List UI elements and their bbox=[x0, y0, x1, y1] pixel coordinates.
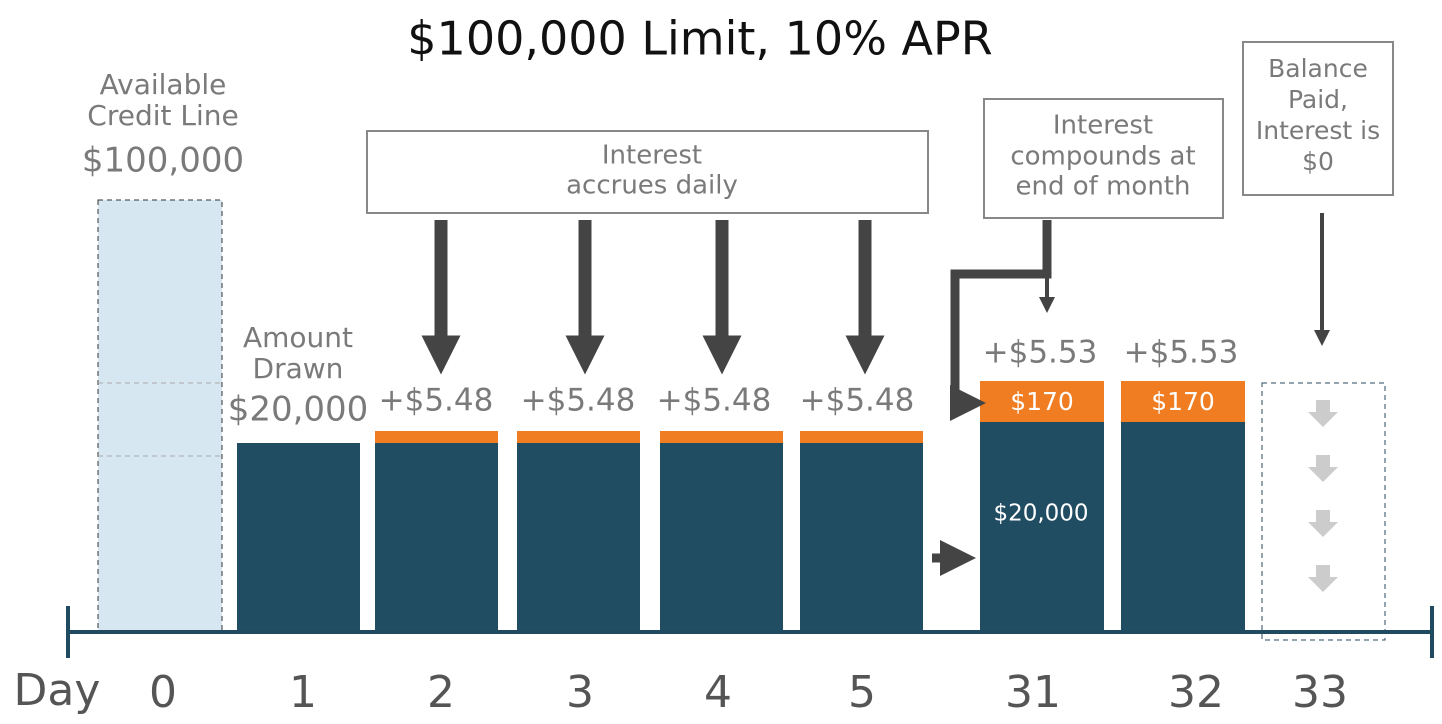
down-arrow bbox=[1308, 455, 1338, 482]
compounded: $170 bbox=[1010, 387, 1074, 416]
callout-text: Interest bbox=[1053, 111, 1153, 141]
compound-arrow bbox=[950, 220, 1052, 421]
day-label: 4 bbox=[704, 667, 732, 718]
title: $100,000 Limit, 10% APR bbox=[407, 12, 992, 66]
paid-box bbox=[1261, 382, 1386, 641]
bar bbox=[375, 443, 498, 632]
month-interest: +$5.53 bbox=[1124, 335, 1239, 371]
callouts bbox=[366, 41, 1394, 219]
credit-label: Available bbox=[100, 68, 227, 101]
day-labels: Day 0 1 2 3 4 5 31 32 33 bbox=[14, 665, 1348, 718]
daily-interest: +$5.48 bbox=[800, 383, 915, 419]
interest-segment bbox=[800, 431, 923, 443]
day-label: 1 bbox=[289, 667, 317, 718]
callout-text: Paid, bbox=[1288, 85, 1348, 114]
daily-interest: +$5.48 bbox=[379, 383, 494, 419]
down-arrow bbox=[1308, 565, 1338, 592]
day-label: 3 bbox=[566, 667, 594, 718]
bar bbox=[237, 443, 360, 632]
axis-label: Day bbox=[14, 665, 101, 716]
credit-label: Credit Line bbox=[87, 99, 238, 132]
credit-box bbox=[97, 199, 223, 633]
paid-arrows bbox=[1308, 400, 1338, 592]
daily-interest: +$5.48 bbox=[657, 383, 772, 419]
drawn-label: Drawn bbox=[253, 352, 344, 385]
bar bbox=[800, 443, 923, 632]
callout-text: accrues daily bbox=[566, 171, 738, 201]
interest-segment bbox=[1121, 381, 1245, 422]
bars bbox=[237, 422, 1245, 632]
down-arrow bbox=[1308, 510, 1338, 537]
principal: $20,000 bbox=[993, 501, 1088, 527]
day-label: 2 bbox=[427, 667, 455, 718]
callout-text: Balance bbox=[1268, 54, 1368, 83]
day-label: 5 bbox=[848, 667, 876, 718]
callout-text: end of month bbox=[1016, 172, 1191, 202]
day-label: 32 bbox=[1168, 667, 1224, 718]
interest-segment bbox=[517, 431, 640, 443]
callout-box bbox=[983, 98, 1224, 219]
down-arrow bbox=[1308, 400, 1338, 427]
compounded: $170 bbox=[1151, 387, 1215, 416]
labels: Available Credit Line $100,000 Amount Dr… bbox=[82, 54, 1380, 527]
bar bbox=[660, 443, 783, 632]
axis bbox=[66, 606, 1434, 658]
callout-text: $0 bbox=[1302, 147, 1334, 176]
drawn-label: Amount bbox=[243, 321, 353, 354]
interest-segment bbox=[660, 431, 783, 443]
interest-segment bbox=[980, 381, 1104, 422]
credit-amount: $100,000 bbox=[82, 141, 244, 181]
daily-interest: +$5.48 bbox=[521, 383, 636, 419]
month-interest: +$5.53 bbox=[983, 335, 1098, 371]
drawn-amount: $20,000 bbox=[228, 390, 369, 430]
day-label: 31 bbox=[1005, 667, 1061, 718]
interest-segment bbox=[375, 431, 498, 443]
callout-text: compounds at bbox=[1010, 142, 1195, 172]
callout-box bbox=[366, 130, 929, 214]
bar bbox=[517, 443, 640, 632]
interest-segments bbox=[375, 381, 1245, 443]
callout-box bbox=[1242, 41, 1394, 196]
day-label: 0 bbox=[149, 667, 177, 718]
arrows bbox=[421, 213, 1330, 576]
bar bbox=[1121, 422, 1245, 632]
day-label: 33 bbox=[1292, 667, 1348, 718]
callout-text: Interest is bbox=[1256, 116, 1380, 145]
callout-text: Interest bbox=[602, 141, 702, 171]
bar bbox=[980, 422, 1104, 632]
